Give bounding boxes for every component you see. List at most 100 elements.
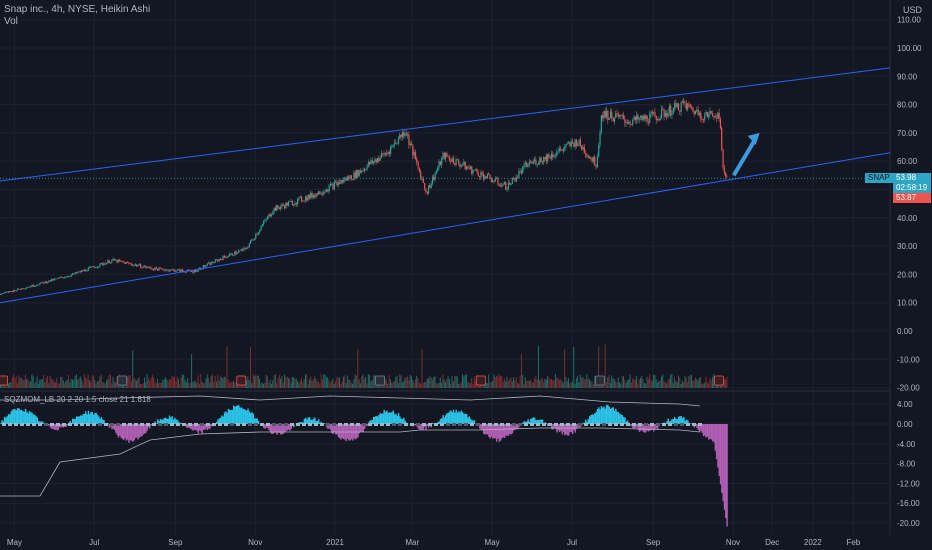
candle-body: [667, 112, 669, 117]
momentum-bar: [463, 414, 465, 424]
momentum-bar: [425, 424, 427, 430]
volume-bar: [256, 376, 258, 388]
candle-body: [134, 264, 137, 266]
candle-body: [715, 118, 718, 119]
squeeze-dot: [692, 423, 696, 426]
candle-body: [379, 157, 381, 161]
volume-bar: [494, 377, 496, 388]
candle-body: [541, 161, 544, 163]
candle-body: [437, 167, 439, 171]
time-tick-label: 2021: [326, 538, 344, 547]
volume-bar: [229, 382, 231, 388]
squeeze-dot: [626, 423, 630, 426]
volume-bar: [683, 382, 685, 388]
momentum-bar: [551, 424, 553, 430]
volume-bar: [375, 382, 377, 388]
candle-body: [307, 194, 309, 201]
momentum-bar: [587, 418, 590, 424]
candle-body: [325, 189, 328, 192]
momentum-bar: [277, 424, 279, 433]
volume-bar: [328, 380, 330, 388]
momentum-bar: [484, 424, 486, 435]
volume-bar: [664, 382, 666, 388]
volume-bar: [304, 374, 306, 388]
momentum-bar: [620, 414, 622, 424]
momentum-bar: [358, 424, 361, 434]
candle-body: [590, 157, 592, 159]
volume-bar: [324, 374, 326, 388]
volume-bar: [710, 380, 712, 388]
earnings-marker: [117, 375, 128, 386]
volume-bar: [679, 377, 681, 388]
volume-bar: [198, 383, 200, 388]
candle-body: [128, 262, 130, 264]
candle-body: [282, 204, 284, 206]
candle-body: [680, 102, 682, 112]
volume-bar: [417, 378, 419, 388]
candle-body: [140, 264, 142, 268]
candle-body: [149, 266, 151, 268]
candle-body: [676, 103, 678, 108]
momentum-bar: [516, 424, 519, 429]
momentum-bar: [60, 424, 62, 428]
momentum-bar: [537, 419, 540, 424]
candle-body: [363, 168, 366, 170]
volume-bar: [573, 346, 575, 388]
momentum-bar: [676, 419, 679, 424]
candle-body: [49, 280, 51, 282]
candle-body: [471, 166, 473, 174]
candle-body: [645, 115, 647, 120]
candle-body: [518, 171, 520, 178]
momentum-bar: [582, 422, 584, 424]
candle-body: [346, 176, 349, 181]
candle-body: [160, 268, 163, 270]
volume-bar: [306, 374, 308, 388]
momentum-bar: [132, 424, 134, 442]
volume-bar: [431, 379, 433, 388]
squeeze-dot: [536, 423, 540, 426]
volume-bar: [647, 378, 649, 388]
volume-bar: [429, 375, 431, 388]
momentum-bar: [112, 424, 114, 429]
squeeze-dot: [140, 423, 144, 426]
momentum-bar: [168, 415, 171, 424]
candle-body: [208, 262, 210, 264]
volume-bar: [74, 376, 76, 388]
candle-body: [239, 250, 241, 252]
candle-body: [594, 156, 596, 166]
volume-bar: [638, 379, 640, 388]
candle-body: [124, 262, 126, 264]
earnings-marker: [236, 375, 247, 386]
volume-bar: [659, 380, 661, 388]
candle-body: [26, 287, 28, 289]
candle-body: [558, 148, 561, 152]
volume-bar: [230, 381, 232, 388]
candle-body: [226, 256, 228, 258]
volume-bar: [193, 381, 195, 388]
volume-bar: [289, 378, 291, 388]
momentum-bar: [480, 424, 482, 430]
momentum-bar: [592, 414, 595, 424]
candle-body: [195, 270, 197, 272]
volume-bar: [704, 382, 706, 388]
volume-bar: [7, 383, 9, 388]
candle-body: [289, 201, 291, 203]
volume-bar: [437, 383, 439, 388]
candle-body: [390, 146, 392, 154]
momentum-bar: [111, 424, 113, 430]
candle-body: [153, 269, 155, 271]
candle-body: [69, 276, 71, 278]
momentum-bar: [108, 424, 111, 428]
volume-bar: [426, 378, 428, 388]
momentum-bar: [371, 420, 374, 424]
momentum-bar: [328, 424, 330, 429]
earnings-marker: [595, 375, 605, 386]
candle-body: [348, 176, 350, 179]
indicator-upper-band: [0, 395, 701, 407]
momentum-bar: [171, 416, 173, 424]
candle-body: [448, 157, 451, 161]
indicator-label: SQZMOM_LB 20 2 20 1.5 close 21 1.618: [4, 395, 151, 404]
candle-body: [514, 178, 516, 182]
candle-body: [51, 279, 53, 282]
